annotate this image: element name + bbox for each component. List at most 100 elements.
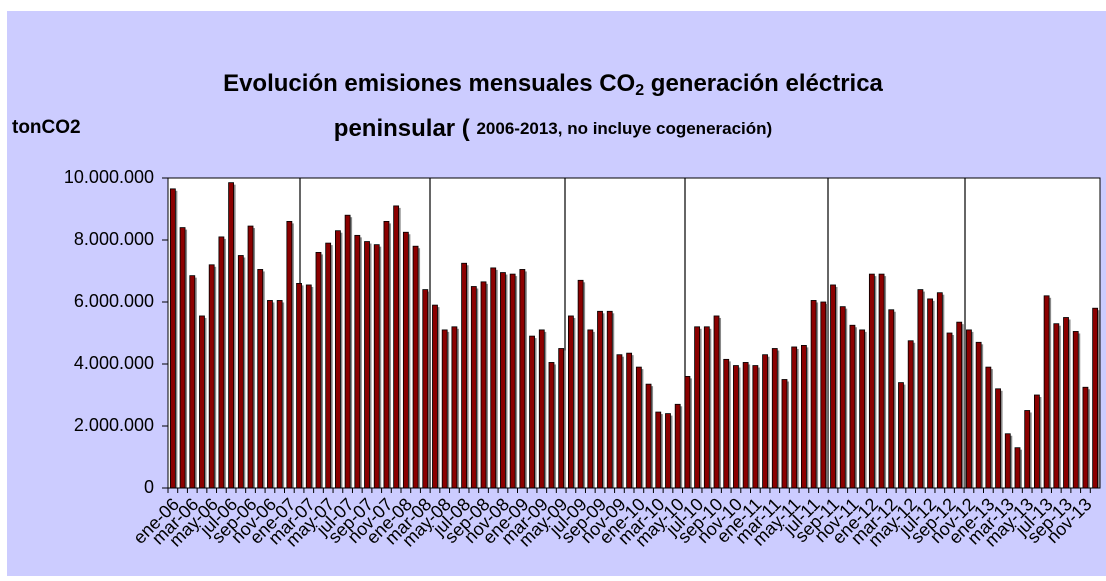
bar [1014,447,1021,489]
y-tick-label: 4.000.000 [74,353,154,373]
bar [218,236,225,489]
bar [393,205,400,489]
chart-title: Evolución emisiones mensuales CO2 genera… [223,70,883,99]
plot-area [167,177,1101,489]
bar [500,272,506,489]
bar [985,366,992,489]
bar [422,289,429,489]
bar [800,344,807,489]
bar [713,315,720,489]
bar [868,273,875,489]
bar [247,225,254,489]
bar [432,304,438,489]
bar [674,403,681,489]
bar [373,244,380,489]
bar [480,281,487,489]
bar [1004,433,1011,489]
bar [490,267,497,489]
bar [325,242,332,489]
bar [1043,295,1050,489]
y-tick-label: 10.000.000 [64,167,154,187]
bar [402,231,409,489]
bar [1092,307,1099,489]
bar [694,326,701,489]
bar [820,301,827,489]
bar [791,346,798,489]
bar [917,289,924,489]
bar [257,269,264,489]
bar [364,241,370,489]
y-tick-label: 0 [144,477,154,497]
bar [936,292,943,489]
bar [742,362,749,489]
bar [635,366,642,489]
bar [228,182,235,489]
bar [956,321,963,489]
bar [296,282,302,489]
bar [665,413,671,489]
bar [975,341,982,489]
bar [1024,410,1031,489]
bar [849,324,856,489]
bar [859,329,866,489]
bar [354,234,361,489]
bar [606,310,613,489]
bar [276,300,283,489]
bar [1033,394,1040,489]
bar [752,365,759,489]
bar [470,286,477,489]
y-tick-label: 8.000.000 [74,229,154,249]
bar [567,315,574,489]
bar [344,214,351,489]
bar [703,326,710,489]
bar [286,220,293,489]
bar [1053,323,1060,489]
y-tick-label: 6.000.000 [74,291,154,311]
bar [548,362,555,489]
bar [441,329,448,489]
bar [626,352,633,489]
bar [305,284,312,489]
bar [1082,386,1089,489]
bar [1063,317,1069,489]
bar [878,273,885,489]
bar [267,300,273,489]
bar [237,255,244,489]
bar [169,188,176,489]
bar [334,230,341,489]
bar [762,354,768,489]
y-axis-label: tonCO2 [12,117,81,138]
title-text: peninsular ( [334,115,477,142]
bar [888,309,895,489]
bar [839,306,846,489]
bar [771,348,778,489]
title-note: 2006-2013, no incluye cogeneración) [476,119,772,138]
bar [723,358,730,489]
chart-subtitle: peninsular ( 2006-2013, no incluye cogen… [334,115,772,142]
bar [898,382,904,489]
bar [995,388,1001,489]
bar [199,315,205,489]
title-text: generación eléctrica [644,70,883,97]
bar [577,279,584,489]
bar [461,262,468,489]
title-text: Evolución emisiones mensuales CO [223,70,635,97]
bar [645,383,652,489]
bar [927,298,934,489]
bar [587,329,594,489]
y-tick-label: 2.000.000 [74,415,154,435]
bar [509,273,516,489]
bar [412,245,419,489]
bar [966,329,972,489]
title-subscript: 2 [635,82,644,99]
bar [655,411,662,489]
bar [208,264,215,489]
bar [616,354,623,489]
bar [830,284,836,489]
bar [733,365,739,489]
bar [781,379,788,489]
bar [1072,331,1079,489]
bar [558,348,565,489]
bar [907,340,914,489]
